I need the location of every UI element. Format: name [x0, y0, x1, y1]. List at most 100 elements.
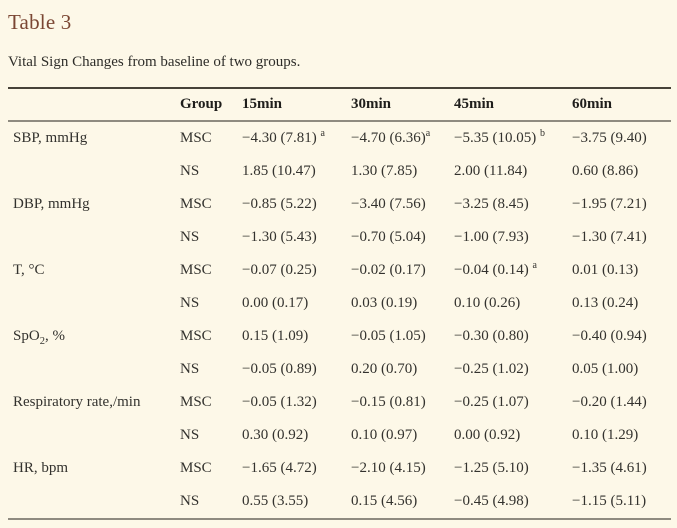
value-cell: −0.45 (4.98): [454, 493, 529, 509]
column-header-15min: 15min: [242, 96, 283, 112]
value-cell: 0.01 (0.13): [572, 262, 639, 278]
significance-superscript: a: [425, 128, 431, 139]
value-cell: 0.15 (4.56): [351, 493, 418, 509]
row-label: Respiratory rate,/min: [13, 394, 141, 410]
value-cell: −1.25 (5.10): [454, 460, 529, 476]
column-header-60min: 60min: [572, 96, 613, 112]
table-row: SBP, mmHg MSC −4.30 (7.81) a −4.70 (6.36)a −…: [8, 121, 671, 155]
value-cell: 0.30 (0.92): [242, 427, 309, 443]
significance-superscript: b: [539, 128, 545, 139]
group-cell: NS: [180, 493, 200, 509]
group-cell: MSC: [180, 394, 212, 410]
group-cell: MSC: [180, 130, 212, 146]
value-cell: −0.25 (1.02): [454, 361, 529, 377]
value-cell: 0.13 (0.24): [572, 295, 639, 311]
table-row: Respiratory rate,/min MSC −0.05 (1.32) −0.1…: [8, 386, 671, 419]
value-cell: −0.70 (5.04): [351, 229, 426, 245]
column-header-30min: 30min: [351, 96, 392, 112]
group-cell: NS: [180, 295, 200, 311]
value-cell: 0.10 (1.29): [572, 427, 639, 443]
value-cell: −0.20 (1.44): [572, 394, 647, 410]
row-label: [8, 221, 176, 254]
table-row: DBP, mmHg MSC −0.85 (5.22) −3.40 (7.56) −3.2…: [8, 188, 671, 221]
value-cell: −0.40 (0.94): [572, 328, 647, 344]
table-row: NS 1.85 (10.47) 1.30 (7.85) 2.00 (11.84) 0.6…: [8, 155, 671, 188]
value-cell: −0.05 (1.32): [242, 394, 317, 410]
value-cell: 0.10 (0.26): [454, 295, 521, 311]
value-cell: −5.35 (10.05) b: [454, 128, 545, 147]
vital-signs-table: Group 15min 30min 45min 60min SBP, mmHg M…: [8, 87, 671, 520]
value-cell: −1.95 (7.21): [572, 196, 647, 212]
value-cell: −0.25 (1.07): [454, 394, 529, 410]
group-cell: NS: [180, 427, 200, 443]
group-cell: MSC: [180, 262, 212, 278]
value-cell: −0.30 (0.80): [454, 328, 529, 344]
value-cell: 1.30 (7.85): [351, 163, 418, 179]
value-cell: 0.60 (8.86): [572, 163, 639, 179]
row-label: [8, 485, 176, 519]
table-row: NS −1.30 (5.43) −0.70 (5.04) −1.00 (7.93) −1…: [8, 221, 671, 254]
table-body: SBP, mmHg MSC −4.30 (7.81) a −4.70 (6.36)a −…: [8, 121, 671, 519]
value-cell: −1.00 (7.93): [454, 229, 529, 245]
column-header-group: Group: [180, 96, 223, 112]
group-cell: MSC: [180, 196, 212, 212]
value-cell: 0.00 (0.17): [242, 295, 309, 311]
row-label: [8, 353, 176, 386]
value-cell: 0.20 (0.70): [351, 361, 418, 377]
row-label: DBP, mmHg: [13, 196, 90, 212]
value-cell: −0.05 (0.89): [242, 361, 317, 377]
value-cell: −0.02 (0.17): [351, 262, 426, 278]
value-cell: −1.15 (5.11): [572, 493, 647, 509]
row-label: [8, 287, 176, 320]
value-cell: −1.30 (7.41): [572, 229, 647, 245]
value-cell: −2.10 (4.15): [351, 460, 426, 476]
table-row: HR, bpm MSC −1.65 (4.72) −2.10 (4.15) −1.25 …: [8, 452, 671, 485]
table-row: NS −0.05 (0.89) 0.20 (0.70) −0.25 (1.02) 0.0…: [8, 353, 671, 386]
value-cell: 2.00 (11.84): [454, 163, 528, 179]
value-cell: −1.30 (5.43): [242, 229, 317, 245]
significance-superscript: a: [532, 260, 537, 271]
row-label: [8, 155, 176, 188]
group-cell: MSC: [180, 328, 212, 344]
group-cell: MSC: [180, 460, 212, 476]
value-cell: −0.05 (1.05): [351, 328, 426, 344]
value-cell: −0.04 (0.14) a: [454, 260, 537, 279]
value-cell: 0.00 (0.92): [454, 427, 521, 443]
value-cell: −3.25 (8.45): [454, 196, 529, 212]
table-row: NS 0.55 (3.55) 0.15 (4.56) −0.45 (4.98) −1.1…: [8, 485, 671, 519]
value-cell: −0.15 (0.81): [351, 394, 426, 410]
value-cell: −4.70 (6.36)a: [351, 128, 431, 147]
significance-superscript: a: [320, 128, 325, 139]
column-header-blank: [8, 88, 176, 121]
row-label: SBP, mmHg: [13, 130, 88, 146]
label-subscript: 2: [39, 336, 45, 347]
value-cell: 0.03 (0.19): [351, 295, 418, 311]
value-cell: −1.35 (4.61): [572, 460, 647, 476]
table-row: T, °C MSC −0.07 (0.25) −0.02 (0.17) −0.04 (0…: [8, 254, 671, 287]
value-cell: 0.10 (0.97): [351, 427, 418, 443]
value-cell: 1.85 (10.47): [242, 163, 316, 179]
column-header-45min: 45min: [454, 96, 495, 112]
value-cell: −0.07 (0.25): [242, 262, 317, 278]
table-row: SpO2, % MSC 0.15 (1.09) −0.05 (1.05) −0.30 (…: [8, 320, 671, 353]
group-cell: NS: [180, 163, 200, 179]
value-cell: −3.75 (9.40): [572, 130, 647, 146]
table-header: Group 15min 30min 45min 60min: [8, 88, 671, 121]
value-cell: −3.40 (7.56): [351, 196, 426, 212]
group-cell: NS: [180, 229, 200, 245]
row-label: HR, bpm: [13, 460, 69, 476]
table-row: NS 0.00 (0.17) 0.03 (0.19) 0.10 (0.26) 0.13 …: [8, 287, 671, 320]
table-row: NS 0.30 (0.92) 0.10 (0.97) 0.00 (0.92) 0.10 …: [8, 419, 671, 452]
value-cell: 0.05 (1.00): [572, 361, 639, 377]
value-cell: −1.65 (4.72): [242, 460, 317, 476]
value-cell: −4.30 (7.81) a: [242, 128, 325, 147]
table-caption: Vital Sign Changes from baseline of two …: [8, 54, 301, 70]
value-cell: 0.55 (3.55): [242, 493, 309, 509]
row-label: [8, 419, 176, 452]
row-label: SpO2, %: [13, 328, 65, 347]
page-title: Table 3: [8, 10, 72, 34]
value-cell: 0.15 (1.09): [242, 328, 309, 344]
row-label: T, °C: [13, 262, 45, 278]
value-cell: −0.85 (5.22): [242, 196, 317, 212]
